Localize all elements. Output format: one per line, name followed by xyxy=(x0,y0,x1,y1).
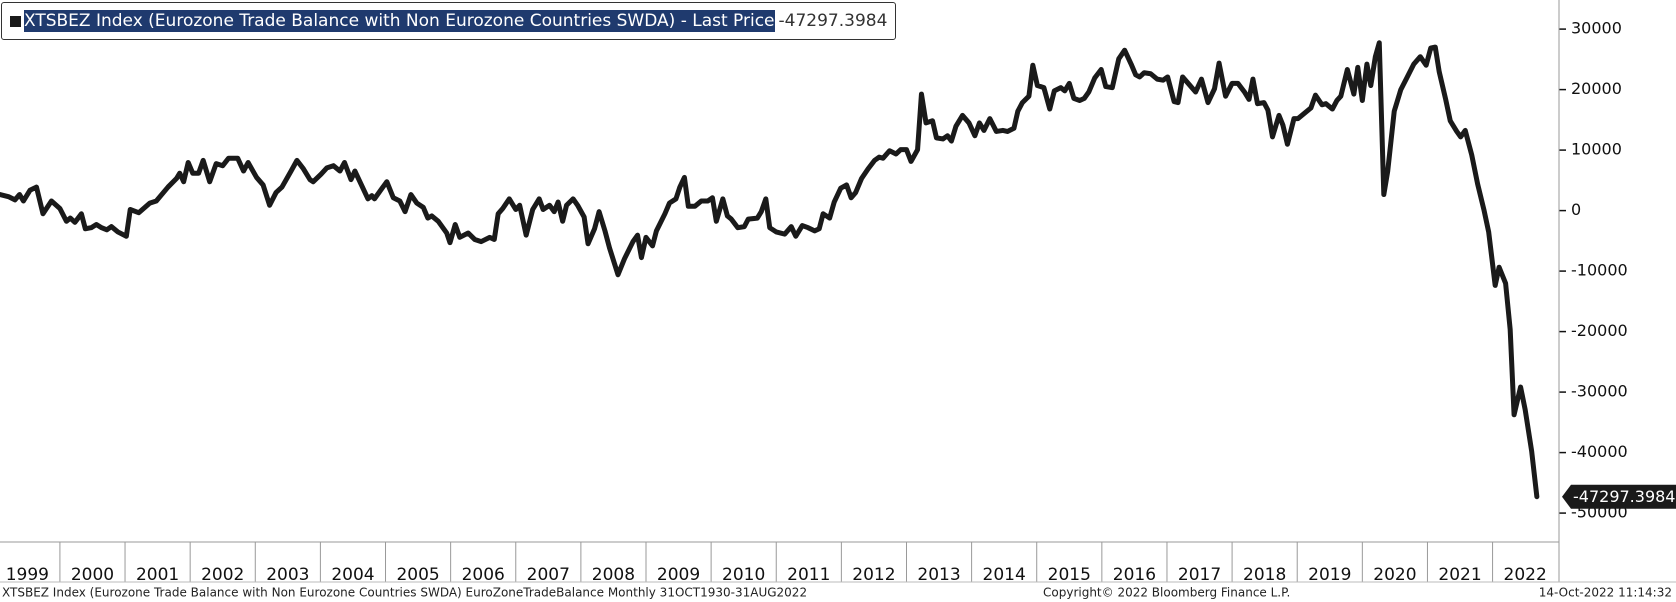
x-tick-label: 2010 xyxy=(722,565,765,585)
legend-last-value: -47297.3984 xyxy=(778,11,888,31)
x-tick-label: 2020 xyxy=(1373,565,1416,585)
legend: XTSBEZ Index (Eurozone Trade Balance wit… xyxy=(1,2,897,40)
plot-area xyxy=(0,40,1540,500)
x-tick-label: 2008 xyxy=(592,565,635,585)
footer-left: XTSBEZ Index (Eurozone Trade Balance wit… xyxy=(2,586,807,600)
x-tick-label: 2009 xyxy=(657,565,700,585)
y-tick-label: -20000 xyxy=(1571,321,1628,340)
x-tick-label: 2002 xyxy=(201,565,244,585)
x-tick-label: 2022 xyxy=(1504,565,1547,585)
x-tick-label: 1999 xyxy=(6,565,49,585)
x-tick-label: 2006 xyxy=(462,565,505,585)
x-tick-label: 2007 xyxy=(527,565,570,585)
legend-label: XTSBEZ Index (Eurozone Trade Balance wit… xyxy=(24,10,775,32)
x-tick-label: 2003 xyxy=(266,565,309,585)
y-tick-label: 10000 xyxy=(1571,140,1622,159)
x-tick-label: 2001 xyxy=(136,565,179,585)
x-tick-label: 2021 xyxy=(1438,565,1481,585)
x-tick-label: 2000 xyxy=(71,565,114,585)
footer-center: Copyright© 2022 Bloomberg Finance L.P. xyxy=(1043,586,1290,600)
y-tick-label: 20000 xyxy=(1571,79,1622,98)
axes: -50000-40000-30000-20000-100000100002000… xyxy=(6,19,1628,585)
last-value-tag xyxy=(1562,484,1676,509)
x-tick-label: 2014 xyxy=(983,565,1026,585)
x-tick-label: 2005 xyxy=(396,565,439,585)
y-tick-label: 30000 xyxy=(1571,19,1622,38)
y-tick-label: -10000 xyxy=(1571,261,1628,280)
x-tick-label: 2011 xyxy=(787,565,830,585)
x-tick-label: 2004 xyxy=(331,565,374,585)
x-tick-label: 2015 xyxy=(1048,565,1091,585)
series-line xyxy=(0,40,1540,500)
x-tick-label: 2013 xyxy=(917,565,960,585)
last-value-label: -47297.3984 xyxy=(1573,487,1675,506)
y-tick-label: -30000 xyxy=(1571,382,1628,401)
x-tick-label: 2018 xyxy=(1243,565,1286,585)
y-tick-label: 0 xyxy=(1571,200,1581,219)
x-tick-label: 2017 xyxy=(1178,565,1221,585)
x-tick-label: 2012 xyxy=(852,565,895,585)
y-tick-label: -40000 xyxy=(1571,442,1628,461)
x-tick-label: 2016 xyxy=(1113,565,1156,585)
x-tick-label: 2019 xyxy=(1308,565,1351,585)
footer-right: 14-Oct-2022 11:14:32 xyxy=(1539,586,1672,600)
legend-swatch xyxy=(10,15,21,27)
